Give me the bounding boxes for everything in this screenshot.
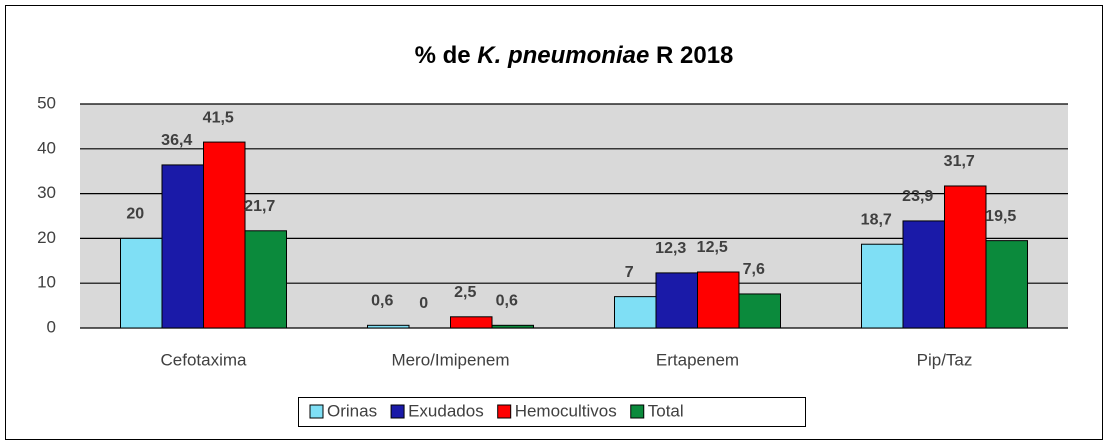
legend-swatch	[309, 404, 324, 419]
y-tick-label: 0	[47, 317, 56, 336]
value-label: 7	[625, 264, 634, 281]
value-label: 23,9	[902, 188, 933, 205]
bar	[367, 324, 410, 329]
legend-swatch	[630, 404, 645, 419]
bar	[491, 324, 534, 329]
y-tick-label: 20	[37, 228, 56, 247]
bar	[655, 272, 698, 329]
title-part: K. pneumoniae	[477, 42, 649, 69]
legend-label: Orinas	[327, 401, 377, 420]
bar	[697, 271, 740, 329]
x-tick-label: Pip/Taz	[917, 350, 973, 369]
title-part: % de	[415, 42, 478, 69]
value-label: 41,5	[203, 109, 234, 126]
bar	[985, 240, 1028, 329]
y-tick-label: 40	[37, 138, 56, 157]
bar	[450, 316, 493, 329]
bar	[861, 243, 904, 329]
bar	[944, 185, 987, 329]
bar	[203, 141, 246, 329]
bar	[244, 230, 287, 329]
value-label: 12,5	[697, 239, 728, 256]
legend-label: Hemocultivos	[515, 401, 617, 420]
x-tick-label: Mero/Imipenem	[391, 350, 509, 369]
legend-label: Exudados	[408, 401, 484, 420]
legend-label: Total	[648, 401, 684, 420]
x-tick-label: Cefotaxima	[161, 350, 248, 369]
value-label: 2,5	[454, 284, 476, 301]
bar	[120, 237, 163, 329]
value-label: 18,7	[861, 211, 892, 228]
value-label: 19,5	[985, 208, 1016, 225]
bar	[614, 296, 657, 329]
y-tick-label: 30	[37, 183, 56, 202]
value-label: 7,6	[743, 261, 765, 278]
title-part: R 2018	[649, 42, 733, 69]
y-tick-label: 10	[37, 273, 56, 292]
legend-swatch	[390, 404, 405, 419]
legend-swatch	[497, 404, 512, 419]
value-label: 0,6	[496, 293, 518, 310]
value-label: 12,3	[655, 240, 686, 257]
bar	[161, 164, 204, 329]
value-label: 0	[419, 295, 428, 312]
x-tick-label: Ertapenem	[656, 350, 739, 369]
bar	[902, 220, 945, 329]
legend-box	[298, 397, 806, 427]
value-label: 31,7	[944, 153, 975, 170]
y-tick-label: 50	[37, 93, 56, 112]
bar	[738, 293, 781, 329]
value-label: 21,7	[244, 198, 275, 215]
value-label: 20	[126, 206, 144, 223]
value-label: 0,6	[371, 293, 393, 310]
chart-title: % de K. pneumoniae R 2018	[415, 42, 734, 69]
value-label: 36,4	[161, 132, 192, 149]
